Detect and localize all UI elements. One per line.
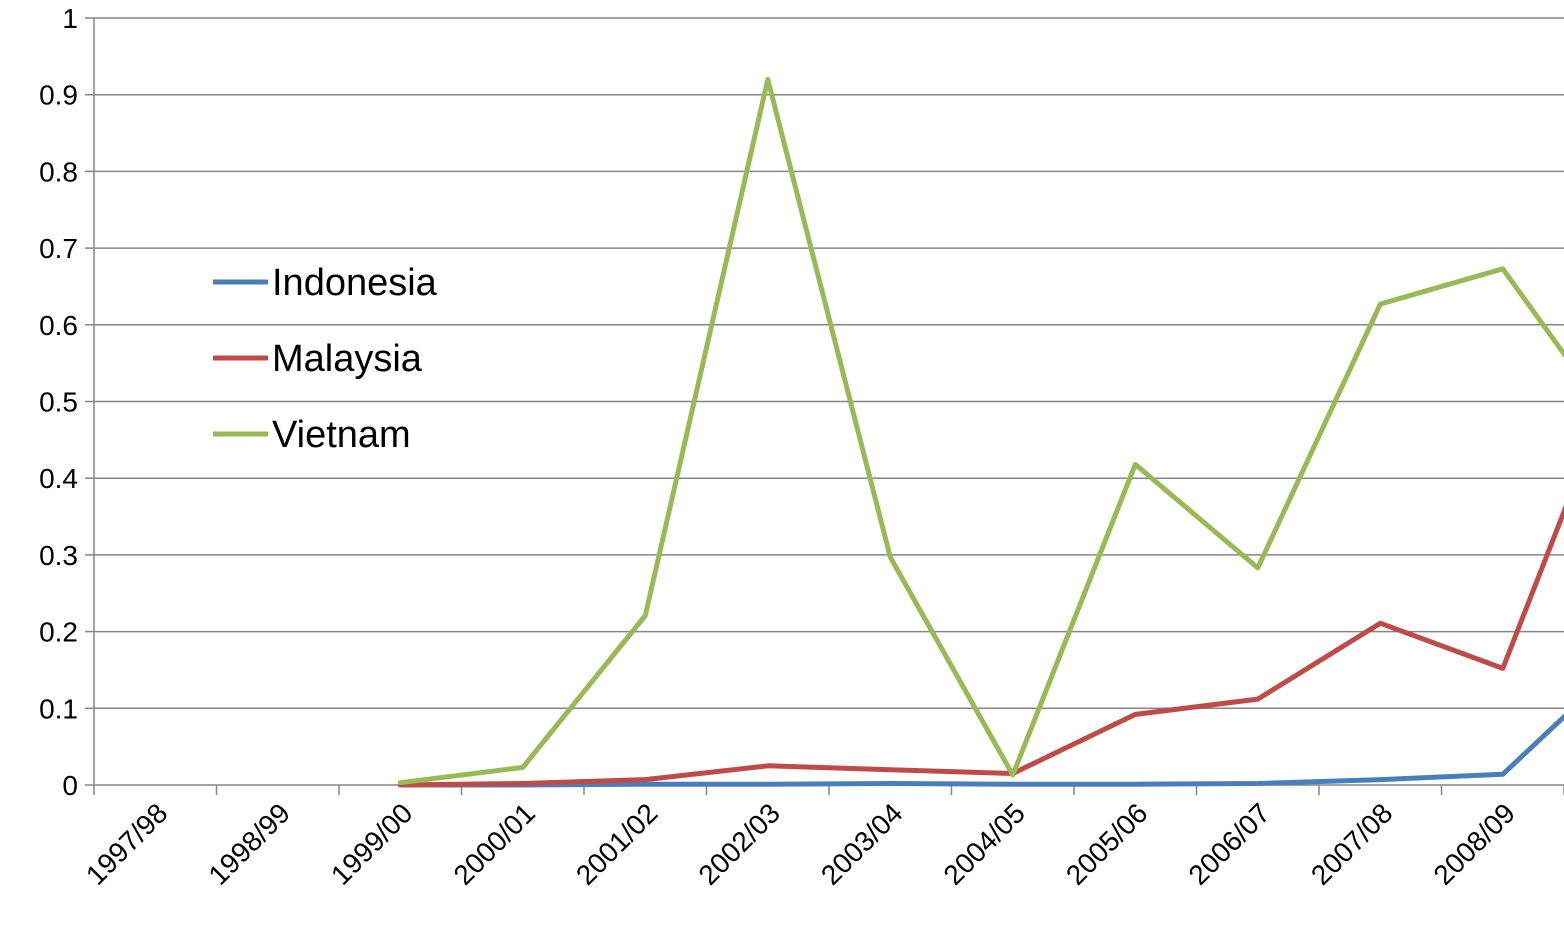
x-tick-label: 1999/00 — [325, 797, 418, 890]
axes — [85, 17, 1564, 795]
y-tick-label: 0.4 — [39, 463, 78, 494]
legend-label: Indonesia — [272, 262, 438, 304]
y-tick-label: 0.1 — [39, 693, 78, 724]
y-tick-label: 0 — [62, 770, 78, 801]
y-tick-label: 1 — [62, 3, 78, 34]
y-tick-label: 0.2 — [39, 617, 78, 648]
y-tick-label: 0.3 — [39, 540, 78, 571]
x-tick-label: 2008/09 — [1427, 797, 1520, 890]
x-tick-label: 2003/04 — [815, 797, 908, 890]
legend-label: Malaysia — [272, 338, 423, 380]
x-tick-label: 2004/05 — [937, 797, 1030, 890]
y-tick-label: 0.8 — [39, 156, 78, 187]
x-tick-label: 1997/98 — [80, 797, 173, 890]
x-tick-label: 2000/01 — [447, 797, 540, 890]
y-tick-label: 0.7 — [39, 233, 78, 264]
x-tick-label: 2006/07 — [1182, 797, 1275, 890]
x-tick-label: 2001/02 — [570, 797, 663, 890]
series-lines — [397, 76, 1564, 788]
legend: Indonesia Malaysia Vietnam — [213, 262, 438, 456]
series-line-indonesia — [397, 713, 1564, 788]
y-tick-label: 0.9 — [39, 80, 78, 111]
x-tick-label: 2007/08 — [1305, 797, 1398, 890]
x-tick-labels: 1997/98 1998/99 1999/00 2000/01 2001/02 2002/… — [80, 797, 1521, 890]
y-tick-label: 0.5 — [39, 387, 78, 418]
y-tick-labels: 0 0.1 0.2 0.3 0.4 0.5 0.6 0.7 0.8 0.9 1 — [39, 3, 78, 801]
x-tick-label: 2002/03 — [692, 797, 785, 890]
legend-label: Vietnam — [272, 414, 411, 456]
series-line-vietnam — [397, 76, 1564, 786]
y-tick-label: 0.6 — [39, 310, 78, 341]
x-tick-label: 2005/06 — [1060, 797, 1153, 890]
x-tick-label: 1998/99 — [202, 797, 295, 890]
